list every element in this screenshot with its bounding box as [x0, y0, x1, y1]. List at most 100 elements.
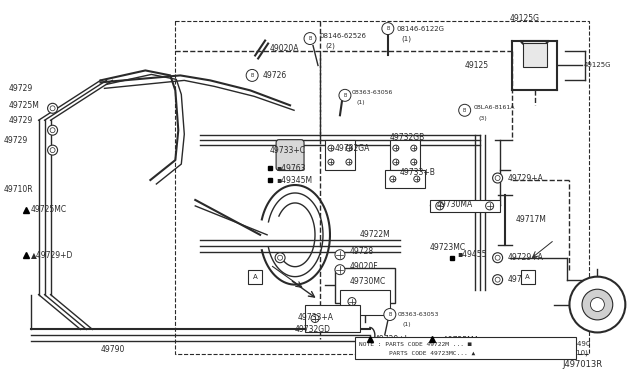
Circle shape [393, 145, 399, 151]
Circle shape [328, 159, 334, 165]
Text: ▪49455: ▪49455 [458, 250, 487, 259]
Text: ▲49725MA: ▲49725MA [438, 335, 480, 344]
Circle shape [346, 145, 352, 151]
Text: 49729: 49729 [9, 116, 33, 125]
Text: (1): (1) [403, 322, 412, 327]
Text: B: B [463, 108, 467, 113]
Text: 49732GD: 49732GD [295, 325, 331, 334]
Circle shape [486, 202, 493, 210]
Text: A: A [525, 274, 530, 280]
Text: PARTS CODE 49723MC... ▲: PARTS CODE 49723MC... ▲ [359, 351, 475, 356]
Text: 49729+A: 49729+A [508, 253, 543, 262]
Text: 49732GB: 49732GB [390, 133, 425, 142]
Text: 49125G: 49125G [584, 62, 611, 68]
Text: B: B [250, 73, 254, 78]
Circle shape [275, 253, 285, 263]
Text: NOTE : PARTS CODE 49722M ... ■: NOTE : PARTS CODE 49722M ... ■ [359, 342, 472, 347]
Circle shape [591, 298, 604, 311]
Bar [335, 268, 395, 302]
Circle shape [328, 145, 334, 151]
Circle shape [246, 70, 258, 81]
Text: (2): (2) [325, 42, 335, 49]
Text: 49726: 49726 [508, 275, 532, 284]
Circle shape [459, 104, 470, 116]
Circle shape [414, 176, 420, 182]
Text: 49728: 49728 [350, 247, 374, 256]
Circle shape [335, 265, 345, 275]
Text: B: B [308, 36, 312, 41]
Bar [325, 140, 355, 170]
Text: 49723MC: 49723MC [430, 243, 466, 252]
Text: 49733+A: 49733+A [298, 313, 334, 322]
Text: 49730MC: 49730MC [350, 277, 386, 286]
Circle shape [348, 298, 356, 305]
Text: 08LA6-8161A: 08LA6-8161A [474, 105, 515, 110]
Text: 49733+B: 49733+B [400, 167, 436, 177]
Text: 08146-6122G: 08146-6122G [397, 26, 445, 32]
Text: 49020F: 49020F [350, 262, 378, 271]
Bar [340, 290, 390, 314]
Text: J497013R: J497013R [563, 360, 603, 369]
Text: 49710R: 49710R [4, 186, 33, 195]
Text: 49722M: 49722M [360, 230, 390, 239]
Text: 49020A: 49020A [270, 44, 300, 53]
Text: B: B [388, 312, 392, 317]
Text: SEC. 490: SEC. 490 [559, 341, 590, 347]
Circle shape [335, 250, 345, 260]
Text: B: B [386, 26, 390, 31]
Text: 49730MA: 49730MA [436, 201, 473, 209]
Text: 08363-63053: 08363-63053 [398, 312, 439, 317]
Text: (1): (1) [402, 35, 412, 42]
Text: 49725M: 49725M [9, 101, 40, 110]
Bar [520, 270, 534, 283]
Circle shape [411, 145, 417, 151]
Circle shape [411, 159, 417, 165]
FancyBboxPatch shape [276, 140, 304, 170]
Text: 49729+J: 49729+J [375, 335, 408, 344]
Text: 49725MC: 49725MC [31, 205, 67, 214]
Circle shape [384, 308, 396, 321]
Text: (1): (1) [357, 100, 365, 105]
Bar [385, 170, 425, 188]
Bar [522, 42, 547, 67]
Text: ▪49763: ▪49763 [276, 164, 305, 173]
Circle shape [339, 89, 351, 101]
Text: A: A [253, 274, 257, 280]
Circle shape [582, 289, 612, 320]
Circle shape [311, 314, 319, 323]
Text: (49110): (49110) [561, 349, 588, 356]
Circle shape [304, 33, 316, 45]
Circle shape [47, 145, 58, 155]
Circle shape [493, 275, 502, 285]
Circle shape [382, 23, 394, 35]
Text: 49717M: 49717M [516, 215, 547, 224]
Text: 49732GA: 49732GA [335, 144, 371, 153]
Circle shape [436, 202, 444, 210]
Bar [355, 337, 577, 359]
Circle shape [393, 159, 399, 165]
Text: 49125G: 49125G [509, 14, 540, 23]
Text: 49790: 49790 [100, 345, 125, 354]
Bar [248, 270, 262, 283]
Text: B: B [343, 93, 347, 98]
Circle shape [390, 176, 396, 182]
Circle shape [47, 125, 58, 135]
Circle shape [493, 253, 502, 263]
Polygon shape [430, 200, 500, 212]
Bar [390, 140, 420, 170]
Text: (3): (3) [479, 116, 488, 121]
Bar [305, 305, 360, 333]
Circle shape [493, 173, 502, 183]
Text: 49125: 49125 [465, 61, 489, 70]
Text: 08146-62526: 08146-62526 [320, 33, 367, 39]
Circle shape [47, 103, 58, 113]
Text: 49729: 49729 [4, 136, 28, 145]
Text: 08363-63056: 08363-63056 [352, 90, 394, 95]
Text: 49729+A: 49729+A [508, 173, 543, 183]
Text: 49733+C: 49733+C [270, 145, 306, 155]
Text: 49729: 49729 [9, 84, 33, 93]
Text: ▪49345M: ▪49345M [276, 176, 312, 185]
Bar [175, 20, 589, 355]
Text: ▲49729+D: ▲49729+D [31, 250, 73, 259]
Text: 49726: 49726 [262, 71, 286, 80]
